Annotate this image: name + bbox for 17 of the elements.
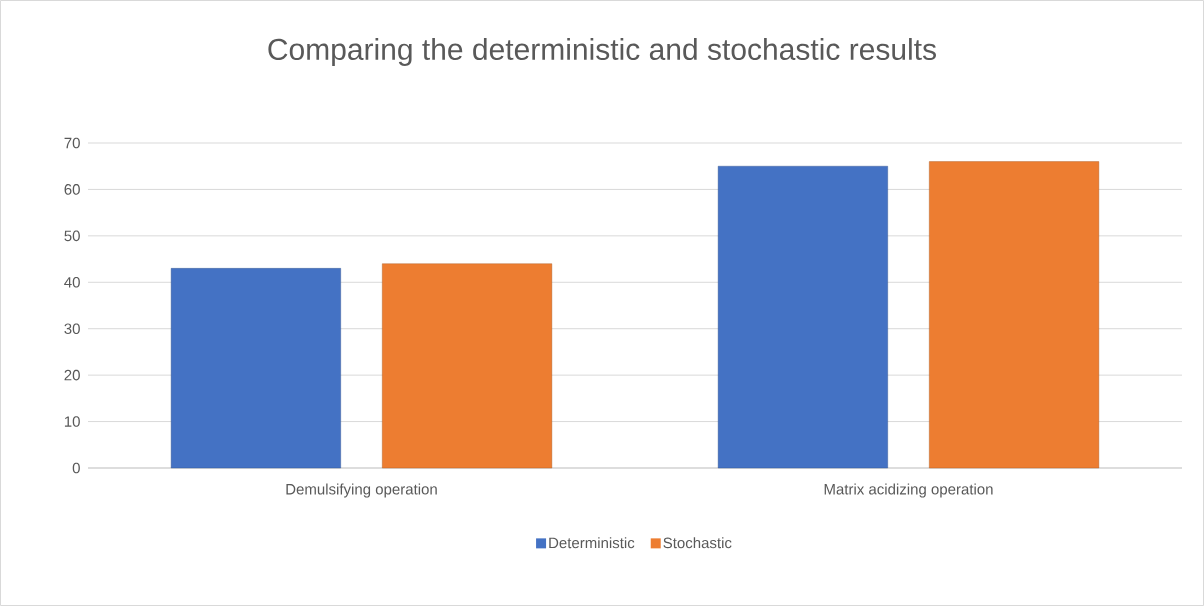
y-tick-label: 0 [72, 462, 80, 474]
y-tick-label: 70 [64, 137, 80, 149]
bar [170, 268, 341, 469]
legend-label: Deterministic [549, 537, 635, 549]
y-tick-label: 30 [64, 323, 80, 335]
legend-label: Stochastic [663, 537, 732, 549]
y-tick-label: 40 [64, 276, 80, 288]
bar [382, 263, 553, 469]
bar [717, 166, 888, 469]
y-tick-label: 60 [64, 184, 80, 195]
chart-title: Comparing the deterministic and stochastic results [268, 38, 936, 66]
bar [929, 161, 1100, 469]
y-tick-label: 20 [64, 369, 80, 381]
y-tick-label: 50 [64, 230, 80, 242]
y-tick-label: 10 [64, 416, 80, 427]
x-tick-label: Matrix acidizing operation [824, 483, 993, 498]
x-tick-label: Demulsifying operation [286, 483, 437, 498]
